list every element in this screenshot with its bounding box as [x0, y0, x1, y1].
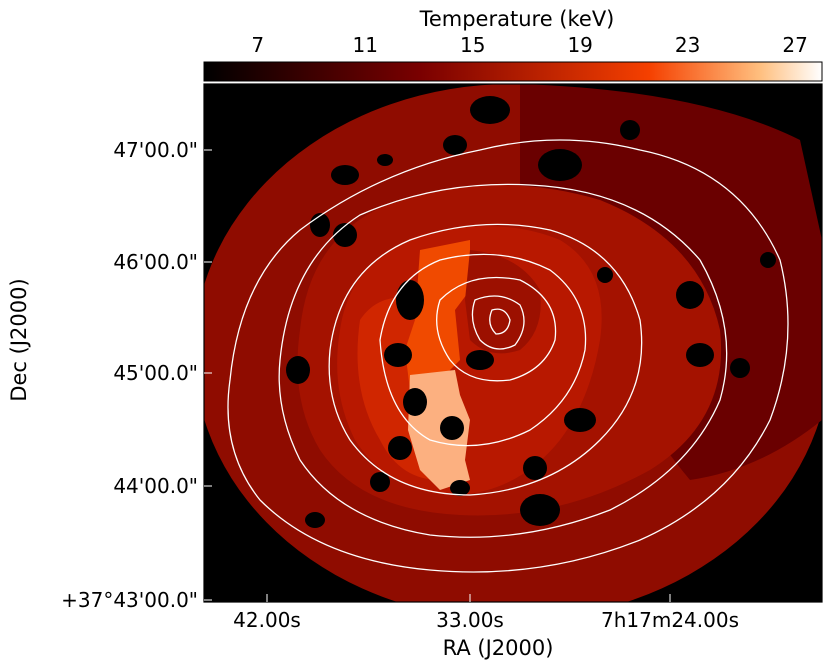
colorbar-tick-label: 15: [460, 33, 485, 57]
masked-point-sources: [286, 96, 776, 528]
contour-lines: [227, 139, 789, 573]
y-axis-ticks: +37°43'00.0" 44'00.0" 45'00.0" 46'00.0" 47'0…: [61, 138, 212, 612]
colorbar-label: Temperature (keV): [419, 7, 615, 31]
y-tick-label: 46'00.0": [113, 250, 198, 274]
colorbar: [203, 61, 823, 82]
x-axis-ticks: 42.00s 33.00s 7h17m24.00s: [233, 594, 739, 632]
y-axis-label: Dec (J2000): [7, 278, 31, 401]
y-tick-label: 44'00.0": [113, 474, 198, 498]
y-tick-label: +37°43'00.0": [61, 588, 198, 612]
heatmap-image: [204, 84, 822, 602]
colorbar-tick-label: 19: [567, 33, 592, 57]
colorbar-tick-label: 27: [782, 33, 807, 57]
region-cool-core: [465, 250, 541, 354]
x-axis-label: RA (J2000): [443, 636, 554, 660]
colorbar-tick-label: 7: [251, 33, 264, 57]
colorbar-ticks: 7 11 15 19 23 27: [251, 33, 808, 70]
x-tick-label: 7h17m24.00s: [601, 608, 739, 632]
plot-frame: [203, 83, 823, 603]
x-tick-label: 33.00s: [436, 608, 504, 632]
x-tick-label: 42.00s: [233, 608, 301, 632]
colorbar-tick-label: 23: [675, 33, 700, 57]
y-tick-label: 45'00.0": [113, 361, 198, 385]
colorbar-tick-label: 11: [352, 33, 377, 57]
y-tick-label: 47'00.0": [113, 138, 198, 162]
